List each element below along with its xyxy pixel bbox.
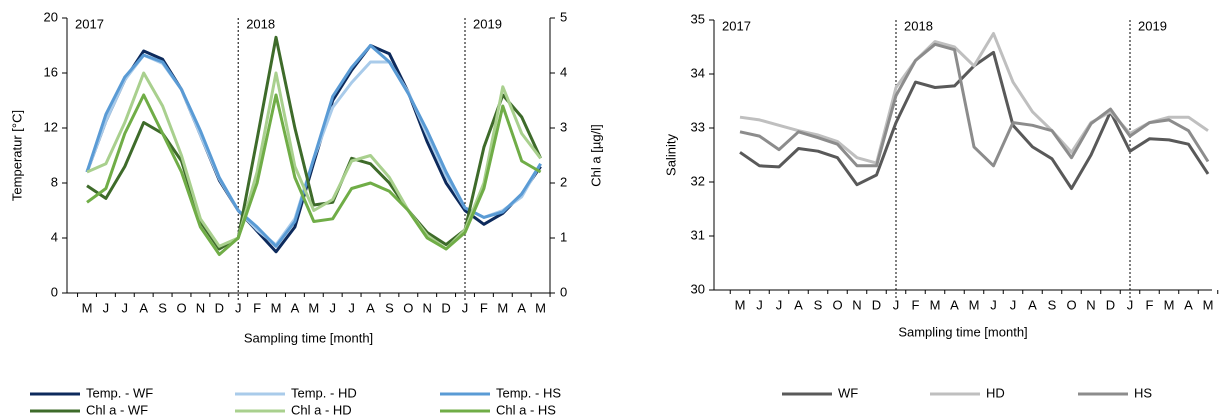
y2-tick-label: 5 <box>560 9 567 24</box>
legend-label: Temp. - HS <box>496 385 561 400</box>
y2-tick-label: 4 <box>560 64 567 79</box>
x-tick-label: M <box>930 297 941 312</box>
x-tick-label: J <box>893 297 900 312</box>
y-tick-label: 4 <box>51 229 58 244</box>
legend-label: HS <box>1134 385 1152 400</box>
x-tick-label: D <box>441 300 450 315</box>
x-tick-label: J <box>756 297 763 312</box>
legend-label: HD <box>986 385 1005 400</box>
x-tick-label: A <box>950 297 959 312</box>
year-label: 2018 <box>904 18 933 33</box>
y-tick-label: 16 <box>44 64 58 79</box>
x-tick-label: A <box>366 300 375 315</box>
y-tick-label: 31 <box>691 227 705 242</box>
x-tick-label: J <box>103 300 110 315</box>
x-tick-label: A <box>1184 297 1193 312</box>
x-tick-label: A <box>517 300 526 315</box>
y-tick-label: 30 <box>691 281 705 296</box>
x-tick-label: M <box>969 297 980 312</box>
y2-tick-label: 1 <box>560 229 567 244</box>
x-tick-label: O <box>176 300 186 315</box>
x-tick-label: A <box>139 300 148 315</box>
series-line <box>85 44 542 248</box>
x-tick-label: D <box>1106 297 1115 312</box>
x-axis-title: Sampling time [month] <box>898 324 1027 339</box>
x-tick-label: J <box>776 297 783 312</box>
year-label: 2019 <box>473 16 502 31</box>
x-tick-label: A <box>1028 297 1037 312</box>
x-tick-label: F <box>253 300 261 315</box>
y-axis-title: Salinity <box>663 134 678 176</box>
year-label: 2019 <box>1138 18 1167 33</box>
x-tick-label: D <box>215 300 224 315</box>
x-tick-label: J <box>1127 297 1134 312</box>
year-label: 2018 <box>246 16 275 31</box>
x-tick-label: F <box>480 300 488 315</box>
x-tick-label: J <box>235 300 242 315</box>
x-tick-label: J <box>329 300 336 315</box>
x-tick-label: M <box>82 300 93 315</box>
legend-label: Chl a - HD <box>291 402 352 417</box>
x-tick-label: F <box>912 297 920 312</box>
y2-tick-label: 3 <box>560 119 567 134</box>
legend-label: Chl a - WF <box>86 402 148 417</box>
y2-axis-title: Chl a [µg/l] <box>588 124 603 186</box>
x-tick-label: J <box>990 297 997 312</box>
legend-label: WF <box>838 385 858 400</box>
x-tick-label: S <box>385 300 394 315</box>
x-tick-label: M <box>308 300 319 315</box>
series-line <box>739 50 1210 190</box>
series-line <box>86 93 542 256</box>
y-tick-label: 35 <box>691 11 705 26</box>
x-tick-label: J <box>122 300 129 315</box>
x-tick-label: J <box>462 300 469 315</box>
y-tick-label: 32 <box>691 173 705 188</box>
y-tick-label: 20 <box>44 9 58 24</box>
y-tick-label: 8 <box>51 174 58 189</box>
x-tick-label: O <box>832 297 842 312</box>
y-tick-label: 33 <box>691 119 705 134</box>
x-tick-label: A <box>794 297 803 312</box>
x-tick-label: D <box>872 297 881 312</box>
x-tick-label: S <box>1048 297 1057 312</box>
x-tick-label: N <box>852 297 861 312</box>
legend-label: Temp. - HD <box>291 385 357 400</box>
x-tick-label: N <box>423 300 432 315</box>
year-label: 2017 <box>75 16 104 31</box>
y-tick-label: 0 <box>51 284 58 299</box>
x-tick-label: J <box>348 300 355 315</box>
x-tick-label: M <box>1203 297 1214 312</box>
x-tick-label: M <box>735 297 746 312</box>
x-tick-label: S <box>158 300 167 315</box>
x-tick-label: M <box>497 300 508 315</box>
legend-label: Chl a - HS <box>496 402 556 417</box>
x-tick-label: M <box>535 300 546 315</box>
x-tick-label: O <box>403 300 413 315</box>
y-axis-title: Temperatur [°C] <box>9 110 24 201</box>
x-tick-label: J <box>1010 297 1017 312</box>
x-tick-label: N <box>196 300 205 315</box>
x-tick-label: S <box>814 297 823 312</box>
x-tick-label: A <box>291 300 300 315</box>
series-line <box>739 42 1210 168</box>
y2-tick-label: 2 <box>560 174 567 189</box>
y-tick-label: 34 <box>691 65 705 80</box>
x-tick-label: M <box>1164 297 1175 312</box>
x-tick-label: F <box>1146 297 1154 312</box>
legend-label: Temp. - WF <box>86 385 153 400</box>
y2-tick-label: 0 <box>560 284 567 299</box>
x-tick-label: M <box>271 300 282 315</box>
x-tick-label: O <box>1066 297 1076 312</box>
year-label: 2017 <box>722 18 751 33</box>
x-axis-title: Sampling time [month] <box>244 330 373 345</box>
y-tick-label: 12 <box>44 119 58 134</box>
x-tick-label: N <box>1086 297 1095 312</box>
series-line <box>739 32 1209 165</box>
